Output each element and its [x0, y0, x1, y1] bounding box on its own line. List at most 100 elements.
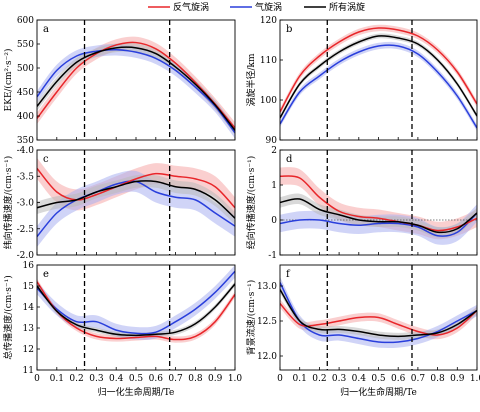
chart-panels: 350400450500550600aEKE/(cm²·s⁻²)90100110… — [2, 16, 480, 398]
legend-label-1: 气旋涡 — [255, 1, 282, 13]
ytick-label-e-2: 13 — [23, 324, 35, 334]
ylabel-e: 总传播速度/(cm·s⁻¹) — [2, 275, 14, 359]
band-b-1 — [280, 41, 477, 132]
ytick-label-f-1: 12.5 — [257, 317, 277, 327]
series-line-d-2 — [280, 198, 477, 234]
band-b-0 — [280, 24, 477, 116]
ytick-label-d-1: 0 — [271, 216, 277, 226]
xtick-label-f-10: 1.0 — [470, 374, 480, 384]
series-line-a-0 — [37, 41, 235, 129]
series-line-c-0 — [37, 167, 235, 209]
ytick-label-f-2: 13.0 — [257, 282, 277, 292]
ytick-label-c-4: -4.0 — [17, 146, 35, 156]
xtick-label-e-1: 0.1 — [50, 374, 64, 384]
series-line-b-2 — [280, 35, 477, 119]
ylabel-a: EKE/(cm²·s⁻²) — [3, 49, 14, 112]
series-line-a-2 — [37, 46, 235, 131]
xtick-label-f-3: 0.3 — [332, 374, 347, 384]
ytick-label-a-3: 500 — [17, 64, 34, 74]
panel-e: 11 12 13 14 15 16 0 0.1 0.2 0.3 0.4 0.5 0.6 0.7 0.8 0.9… — [2, 261, 242, 398]
series-line-c-2 — [37, 180, 235, 219]
ylabel-f: 背景流速/(cm·s⁻¹) — [245, 280, 257, 355]
xtick-label-f-8: 0.8 — [430, 374, 445, 384]
series-line-d-0 — [280, 175, 477, 232]
series-line-d-1 — [280, 212, 477, 237]
series-line-f-1 — [280, 282, 477, 344]
xtick-label-e-2: 0.2 — [69, 374, 83, 384]
plot-area-b — [280, 24, 477, 132]
xlabel-e: 归一化生命周期/Te — [98, 386, 175, 398]
ytick-label-d-0: -1 — [268, 251, 277, 261]
series-line-b-1 — [280, 44, 477, 129]
series-line-f-2 — [280, 289, 477, 338]
xtick-label-e-7: 0.7 — [168, 374, 183, 384]
plot-area-f — [280, 276, 477, 349]
ytick-label-e-0: 11 — [23, 366, 34, 376]
xlabel-f: 归一化生命周期/Te — [340, 386, 417, 398]
xtick-label-f-6: 0.6 — [391, 374, 406, 384]
xtick-label-e-8: 0.8 — [188, 374, 203, 384]
ylabel-d: 经向传播速度/(cm·s⁻¹) — [245, 156, 257, 249]
ytick-label-f-0: 12.0 — [257, 352, 277, 362]
panel-label-d: d — [286, 154, 293, 165]
ytick-label-a-1: 400 — [17, 112, 34, 122]
band-d-2 — [280, 193, 477, 238]
ylabel-b: 涡旋半径/km — [245, 53, 257, 106]
ytick-label-b-0: 90 — [266, 136, 278, 146]
band-f-0 — [280, 299, 477, 340]
ytick-label-e-4: 15 — [23, 282, 35, 292]
ytick-label-a-5: 600 — [17, 16, 34, 26]
band-a-1 — [37, 43, 235, 139]
series-line-e-0 — [37, 281, 235, 341]
ytick-label-a-0: 350 — [17, 136, 34, 146]
ytick-label-a-4: 550 — [17, 40, 34, 50]
band-f-2 — [280, 286, 477, 340]
ytick-label-e-1: 12 — [23, 345, 34, 355]
ytick-label-b-1: 100 — [260, 96, 277, 106]
ytick-label-a-2: 450 — [17, 88, 34, 98]
ylabel-c: 纬向传播速度/(cm·s⁻¹) — [2, 156, 14, 249]
plot-area-a — [37, 36, 235, 139]
panel-b: 90 100 110 120 b 涡旋半径/km — [245, 16, 478, 146]
ytick-label-c-1: -2.5 — [17, 225, 35, 235]
panel-label-a: a — [43, 24, 49, 35]
series-line-e-1 — [37, 270, 235, 335]
xtick-label-f-5: 0.5 — [371, 374, 386, 384]
xtick-label-f-1: 0.1 — [293, 374, 307, 384]
panel-label-f: f — [286, 269, 291, 280]
panel-c: -2.0 -2.5 -3.0 -3.5 -4.0 c 纬向传播速度/(cm·s⁻¹) — [2, 146, 236, 261]
band-a-0 — [37, 36, 235, 134]
ytick-label-c-3: -3.5 — [17, 172, 35, 182]
ytick-label-e-5: 16 — [23, 261, 35, 271]
xtick-label-e-4: 0.4 — [109, 374, 124, 384]
ytick-label-d-2: 1 — [271, 181, 277, 191]
xtick-label-f-9: 0.9 — [450, 374, 465, 384]
ytick-label-e-3: 14 — [23, 303, 35, 313]
ytick-label-c-0: -2.0 — [17, 251, 35, 261]
xtick-label-e-5: 0.5 — [129, 374, 144, 384]
plot-area-d — [280, 167, 477, 245]
xtick-label-f-7: 0.7 — [411, 374, 426, 384]
band-e-1 — [37, 265, 235, 340]
legend-label-0: 反气旋涡 — [173, 1, 209, 13]
series-line-e-2 — [37, 283, 235, 337]
series-line-a-1 — [37, 48, 235, 134]
xtick-label-f-4: 0.4 — [352, 374, 367, 384]
panel-label-c: c — [43, 154, 49, 165]
xtick-label-e-10: 1.0 — [228, 374, 243, 384]
panel-a: 350 400 450 500 550 600 a EKE/(cm²·s⁻²) — [3, 16, 236, 146]
series-line-f-0 — [280, 302, 477, 336]
ytick-label-b-3: 120 — [260, 16, 277, 26]
panel-f: 12.0 12.5 13.0 0 0.1 0.2 0.3 0.4 0.5 0.6 0.7 0.8 0.9… — [245, 264, 480, 398]
xtick-label-f-2: 0.2 — [312, 374, 326, 384]
ytick-label-d-3: 2 — [271, 146, 277, 156]
plot-area-e — [37, 265, 235, 343]
xtick-label-e-0: 0 — [34, 374, 40, 384]
xtick-label-f-0: 0 — [277, 374, 283, 384]
panel-label-b: b — [286, 24, 292, 35]
ytick-label-b-2: 110 — [260, 56, 277, 66]
band-d-0 — [280, 167, 477, 240]
series-line-b-0 — [280, 27, 477, 113]
